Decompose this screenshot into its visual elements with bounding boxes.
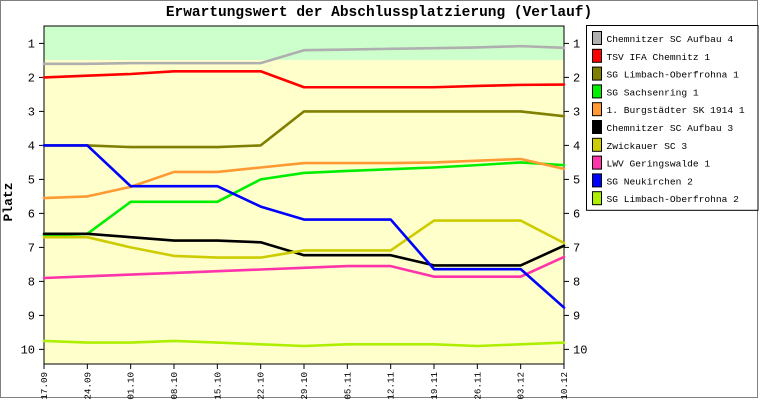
svg-text:03.12: 03.12 (516, 372, 527, 400)
svg-text:4: 4 (28, 139, 35, 153)
svg-text:SG Limbach-Oberfrohna 2: SG Limbach-Oberfrohna 2 (607, 194, 740, 205)
svg-text:08.10: 08.10 (169, 372, 180, 400)
svg-text:1: 1 (28, 37, 35, 51)
svg-text:3: 3 (573, 105, 580, 119)
svg-text:01.10: 01.10 (126, 372, 137, 400)
svg-text:5: 5 (28, 173, 35, 187)
svg-text:29.10: 29.10 (299, 372, 310, 400)
svg-text:22.10: 22.10 (256, 372, 267, 400)
svg-text:26.11: 26.11 (472, 372, 483, 400)
svg-text:1: 1 (573, 37, 580, 51)
svg-text:24.09: 24.09 (82, 372, 93, 400)
svg-text:05.11: 05.11 (342, 372, 353, 400)
svg-text:9: 9 (28, 309, 35, 323)
svg-text:Chemnitzer SC Aufbau 4: Chemnitzer SC Aufbau 4 (607, 34, 734, 45)
svg-text:4: 4 (573, 139, 580, 153)
svg-text:1. Burgstädter SK 1914 1: 1. Burgstädter SK 1914 1 (607, 105, 745, 116)
svg-text:2: 2 (573, 71, 580, 85)
svg-text:10.12: 10.12 (559, 372, 570, 400)
svg-text:SG Limbach-Oberfrohna 1: SG Limbach-Oberfrohna 1 (607, 70, 740, 81)
svg-text:17.09: 17.09 (39, 372, 50, 400)
svg-text:SG Sachsenring 1: SG Sachsenring 1 (607, 87, 699, 98)
svg-text:7: 7 (28, 241, 35, 255)
svg-text:Zwickauer SC 3: Zwickauer SC 3 (607, 141, 688, 152)
svg-text:Platz: Platz (1, 182, 16, 221)
svg-text:19.11: 19.11 (429, 372, 440, 400)
svg-text:Chemnitzer SC Aufbau 3: Chemnitzer SC Aufbau 3 (607, 123, 734, 134)
svg-text:8: 8 (28, 275, 35, 289)
svg-text:15.10: 15.10 (212, 372, 223, 400)
svg-text:3: 3 (28, 105, 35, 119)
svg-text:5: 5 (573, 173, 580, 187)
svg-text:LWV Geringswalde 1: LWV Geringswalde 1 (607, 159, 711, 170)
svg-text:2: 2 (28, 71, 35, 85)
svg-text:8: 8 (573, 275, 580, 289)
svg-text:TSV IFA Chemnitz 1: TSV IFA Chemnitz 1 (607, 52, 711, 63)
svg-text:10: 10 (21, 343, 35, 357)
svg-text:12.11: 12.11 (386, 372, 397, 400)
svg-text:6: 6 (28, 207, 35, 221)
svg-text:SG Neukirchen 2: SG Neukirchen 2 (607, 176, 694, 187)
svg-text:10: 10 (573, 343, 587, 357)
svg-text:6: 6 (573, 207, 580, 221)
svg-text:7: 7 (573, 241, 580, 255)
svg-text:9: 9 (573, 309, 580, 323)
